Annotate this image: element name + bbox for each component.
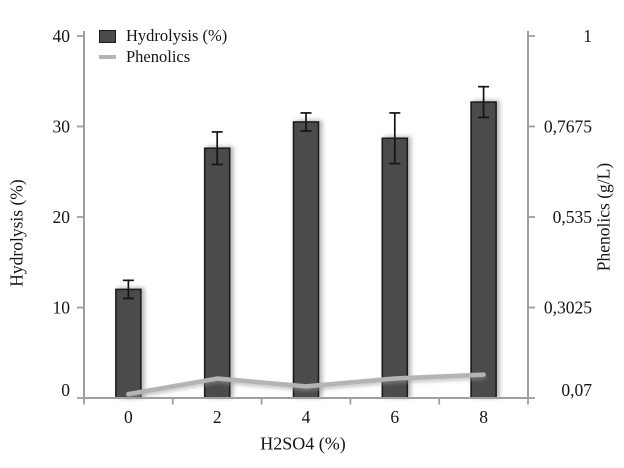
left-axis-tick-label: 40 — [53, 26, 71, 46]
left-axis-tick-label: 10 — [53, 298, 71, 318]
right-axis-tick-label: 1 — [583, 26, 592, 46]
left-axis-tick-label: 30 — [53, 117, 71, 137]
left-axis-tick-label: 0 — [61, 380, 70, 400]
legend-bar-swatch-icon — [99, 29, 116, 43]
right-axis-tick-label: 0,07 — [561, 380, 592, 400]
x-axis-tick-label: 0 — [124, 407, 133, 427]
x-axis-tick-label: 8 — [479, 407, 488, 427]
right-axis-title: Phenolics (g/L) — [593, 162, 614, 272]
hydrolysis-bar — [203, 147, 231, 399]
legend-line-swatch-icon — [99, 55, 116, 59]
x-axis-tick-label: 2 — [213, 407, 222, 427]
x-axis-tick-label: 6 — [390, 407, 399, 427]
legend-entry-hydrolysis: Hydrolysis (%) — [99, 26, 228, 45]
hydrolysis-bar — [470, 101, 497, 399]
hydrolysis-bar — [381, 137, 409, 399]
left-axis-tick-label: 20 — [53, 207, 71, 227]
hydrolysis-bar — [115, 288, 142, 399]
right-axis-tick-label: 0,3025 — [544, 298, 592, 318]
hydrolysis-bar — [292, 121, 320, 399]
legend-entry-phenolics: Phenolics — [99, 47, 227, 67]
left-axis-title: Hydrolysis (%) — [6, 179, 27, 287]
right-axis-tick-label: 0,535 — [553, 207, 593, 227]
phenolics-line — [126, 372, 486, 397]
legend-label-phenolics: Phenolics — [126, 47, 191, 67]
x-axis-tick-label: 4 — [302, 407, 311, 427]
right-axis-tick-label: 0,7675 — [544, 117, 592, 137]
x-axis-title: H2SO4 (%) — [260, 433, 346, 454]
legend: Hydrolysis (%) Phenolics — [99, 26, 228, 69]
legend-label-hydrolysis: Hydrolysis (%) — [126, 26, 228, 45]
